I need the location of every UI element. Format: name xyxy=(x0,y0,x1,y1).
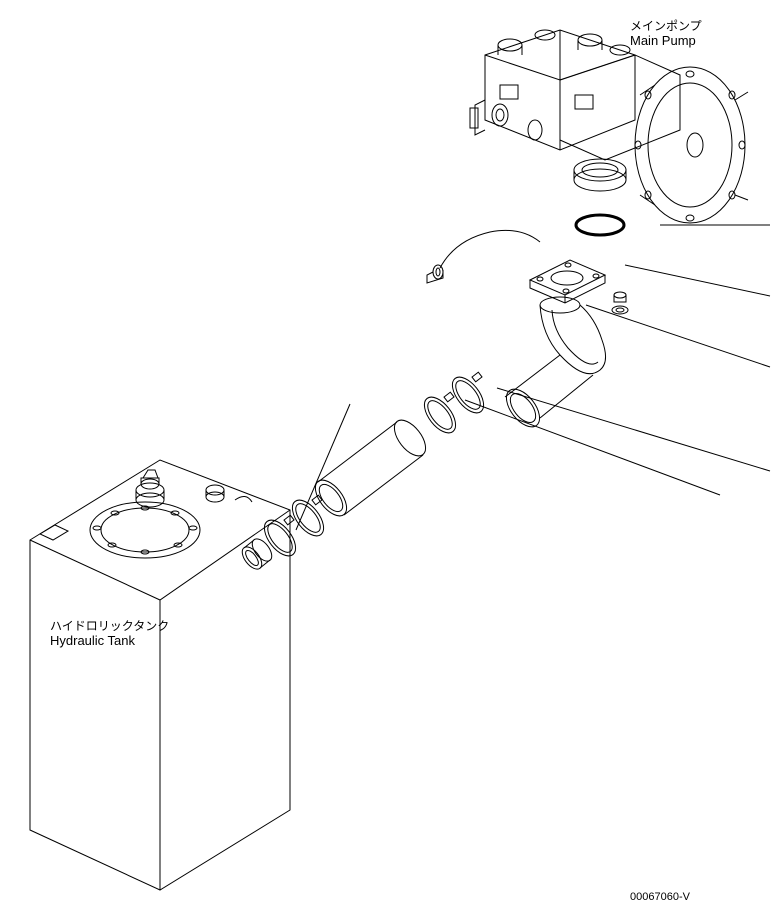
leader-lines xyxy=(296,225,770,530)
sensor-clip xyxy=(427,230,540,283)
hose-clamp-upper-2 xyxy=(418,392,461,439)
main-pump-label-en: Main Pump xyxy=(630,33,696,48)
hydraulic-tank xyxy=(30,460,290,890)
main-pump xyxy=(470,30,748,223)
hydraulic-tank-label-en: Hydraulic Tank xyxy=(50,633,136,648)
parts-diagram: メインポンプ Main Pump ハイドロリックタンク Hydraulic Ta… xyxy=(0,0,777,914)
hose-clamp-lower-2 xyxy=(258,515,301,562)
suction-hose xyxy=(309,415,431,522)
mounting-flange xyxy=(530,260,605,303)
o-ring xyxy=(576,215,624,235)
drawing-number: 00067060-V xyxy=(630,891,691,903)
elbow-tube xyxy=(500,297,606,433)
main-pump-label-jp: メインポンプ xyxy=(630,19,702,33)
bolt-washer xyxy=(612,292,628,314)
hydraulic-tank-label-jp: ハイドロリックタンク xyxy=(50,619,169,633)
